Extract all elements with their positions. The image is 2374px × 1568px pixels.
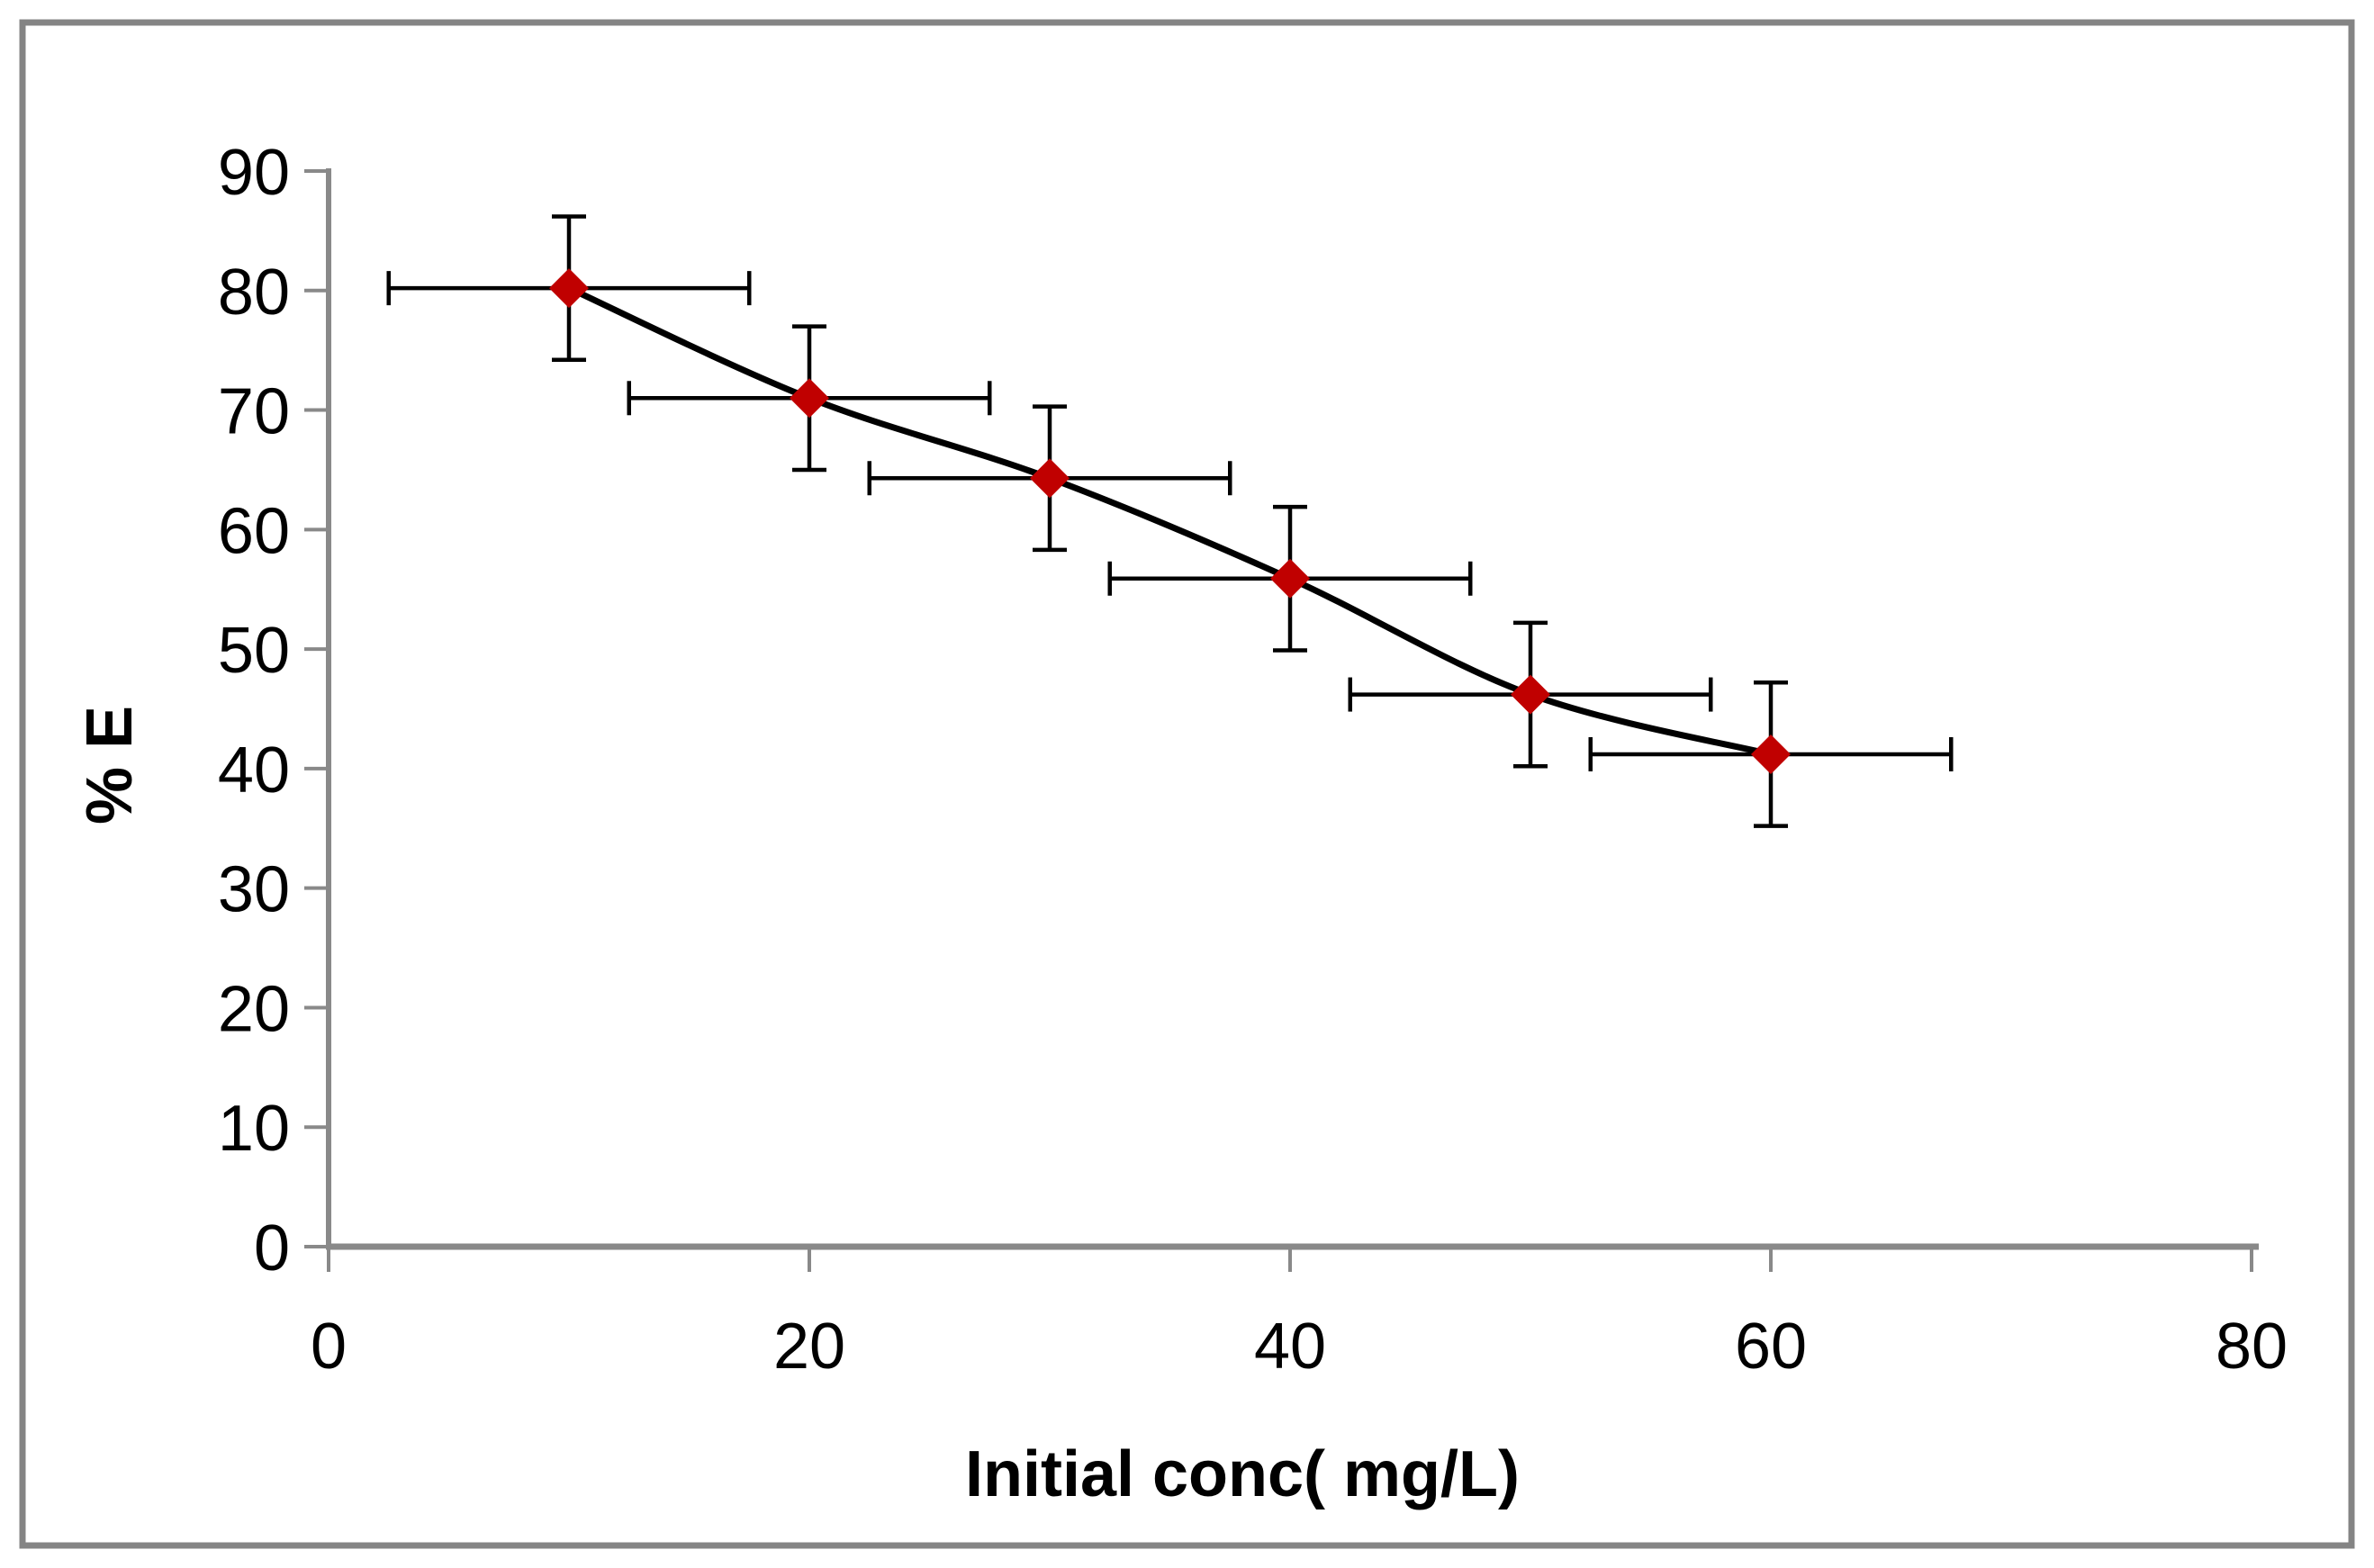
data-point-marker <box>1270 558 1310 599</box>
y-tick-label: 50 <box>218 615 290 687</box>
x-tick-label: 60 <box>1735 1311 1807 1383</box>
axis-tick-labels: 0 10 20 30 40 50 60 70 80 90 0 20 40 60 80 <box>218 137 2288 1383</box>
axis-ticks <box>304 169 2253 1272</box>
y-axis-title: % E <box>74 706 146 825</box>
series-line <box>567 284 1772 758</box>
axes <box>326 168 2259 1250</box>
chart-border <box>19 19 2355 1549</box>
error-bars <box>386 214 1954 828</box>
y-tick-label: 10 <box>218 1093 290 1165</box>
x-axis-title: Initial conc( mg/L) <box>965 1438 1520 1510</box>
x-tick-label: 80 <box>2216 1311 2288 1383</box>
data-point-marker <box>790 378 829 419</box>
y-tick-label: 60 <box>218 495 290 567</box>
data-point-marker <box>1751 734 1791 774</box>
y-tick-label: 40 <box>218 734 290 807</box>
series-path <box>567 284 1772 758</box>
x-tick-label: 0 <box>311 1311 347 1383</box>
y-tick-label: 70 <box>218 376 290 448</box>
y-tick-label: 30 <box>218 854 290 926</box>
x-tick-label: 20 <box>773 1311 845 1383</box>
x-tick-label: 40 <box>1254 1311 1326 1383</box>
y-tick-label: 0 <box>254 1212 290 1284</box>
data-point-marker <box>1030 458 1070 499</box>
data-point-marker <box>549 268 589 309</box>
data-point-marker <box>1511 674 1550 715</box>
data-point-markers <box>549 268 1791 774</box>
y-tick-label: 20 <box>218 973 290 1045</box>
y-tick-label: 90 <box>218 137 290 209</box>
y-tick-label: 80 <box>218 257 290 329</box>
